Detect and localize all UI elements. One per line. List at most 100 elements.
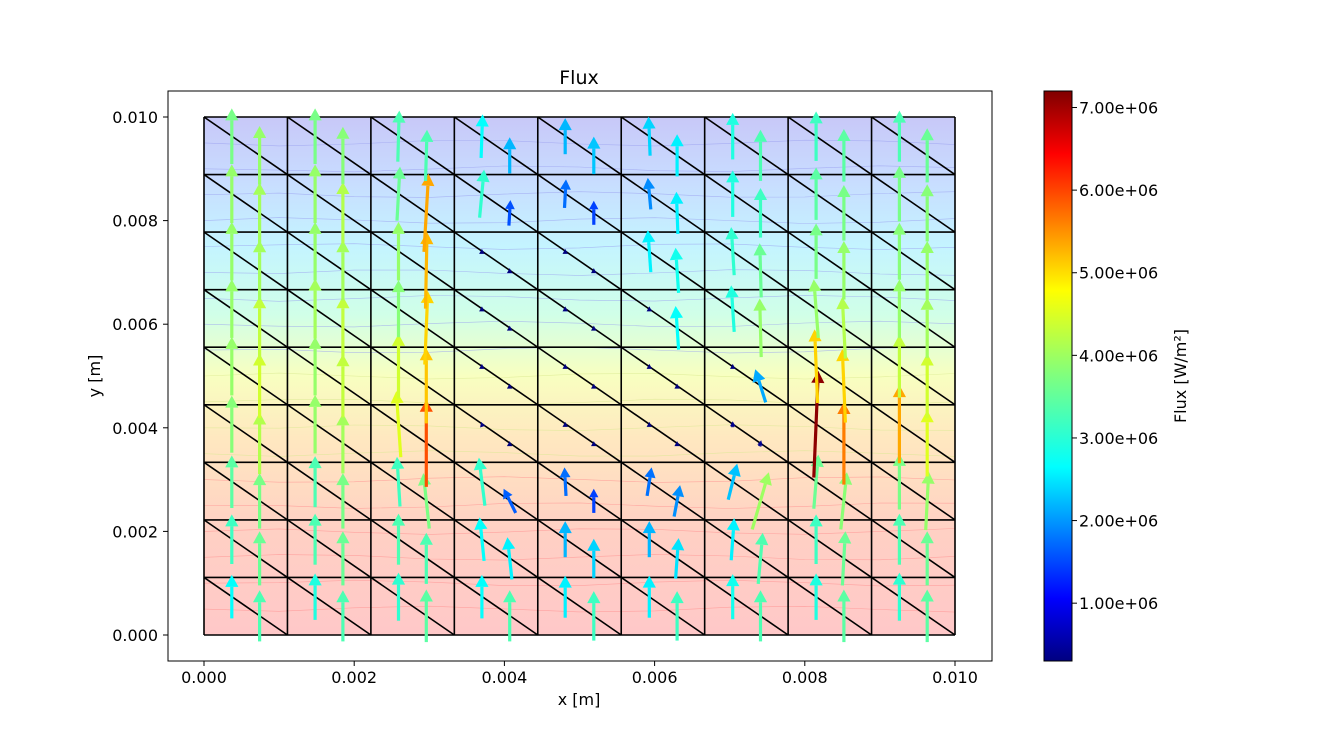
- arrow-head: [892, 572, 906, 585]
- arrow-shaft: [674, 317, 681, 350]
- arrow-head: [892, 222, 906, 235]
- flux-arrow: [809, 167, 823, 220]
- arrow-head: [809, 223, 823, 236]
- arrow-head: [725, 227, 739, 240]
- colorbar-tick-label: 5.00e+06: [1079, 264, 1158, 283]
- arrow-head: [587, 538, 601, 551]
- mesh-diagonal-edge: [453, 461, 539, 521]
- flux-arrow: [562, 363, 568, 369]
- arrow-head: [752, 369, 766, 383]
- mesh-diagonal-edge: [370, 346, 455, 406]
- flux-arrow: [809, 573, 823, 620]
- arrow-head: [644, 467, 656, 479]
- arrow-shaft: [395, 402, 403, 458]
- arrow-head: [506, 383, 513, 389]
- flux-arrow: [225, 221, 239, 281]
- mesh-diagonal-edge: [453, 231, 539, 291]
- flux-arrow: [753, 243, 767, 298]
- mesh-diagonal-edge: [787, 289, 873, 348]
- flux-arrow: [837, 129, 851, 182]
- arrow-head: [809, 514, 823, 527]
- flux-arrow: [836, 297, 850, 359]
- arrow-head: [669, 247, 683, 261]
- mesh-diagonal-edge: [620, 404, 706, 463]
- flux-arrow: [671, 538, 685, 579]
- mesh-diagonal-edge: [370, 116, 455, 176]
- arrow-head: [336, 182, 350, 194]
- arrow-head: [419, 589, 433, 602]
- flux-arrow: [809, 111, 823, 161]
- flux-arrow: [837, 241, 851, 300]
- mesh-diagonal-edge: [203, 404, 288, 463]
- arrow-head: [391, 280, 406, 293]
- mesh-diagonal-edge: [370, 173, 455, 233]
- y-axis-ticks: 0.000 0.002 0.004 0.006 0.008 0.010: [112, 108, 168, 645]
- mesh-diagonal-edge: [871, 289, 956, 348]
- mesh-diagonal-edge: [704, 461, 789, 521]
- mesh-diagonal-edge: [453, 404, 539, 463]
- mesh-diagonal-edge: [704, 289, 789, 348]
- arrow-head: [392, 166, 406, 179]
- mesh-diagonal-edge: [871, 173, 956, 233]
- arrow-head: [253, 353, 267, 366]
- arrow-shaft: [645, 477, 652, 497]
- contour-line: [203, 269, 956, 276]
- flux-arrow: [336, 531, 350, 586]
- arrow-shaft: [396, 122, 401, 162]
- arrow-head: [505, 200, 515, 210]
- arrow-head: [308, 164, 322, 177]
- arrow-head: [726, 170, 740, 183]
- arrow-head: [225, 108, 239, 121]
- flux-arrow: [591, 441, 597, 447]
- arrow-shaft: [756, 544, 764, 585]
- flux-arrow: [308, 513, 322, 565]
- mesh-diagonal-edge: [620, 173, 706, 233]
- flux-arrow: [308, 108, 322, 164]
- arrow-head: [558, 575, 572, 588]
- arrow-head: [419, 532, 433, 545]
- arrow-head: [253, 590, 267, 603]
- arrow-head: [559, 467, 571, 478]
- arrow-head: [589, 488, 599, 498]
- arrow-shaft: [395, 178, 401, 221]
- flux-arrow: [391, 280, 406, 338]
- arrow-head: [809, 573, 823, 586]
- flux-arrow: [726, 574, 740, 620]
- y-tick-label: 0.004: [112, 419, 158, 438]
- flux-arrow: [253, 296, 267, 360]
- arrow-head: [921, 471, 935, 484]
- flux-arrow: [892, 279, 906, 338]
- flux-arrow: [503, 590, 517, 642]
- flux-arrow: [808, 279, 822, 339]
- flux-arrow: [392, 166, 406, 221]
- arrow-shaft: [507, 208, 512, 226]
- flux-arrow: [642, 177, 655, 210]
- arrow-shaft: [674, 549, 680, 579]
- arrow-head: [892, 334, 906, 347]
- arrow-shaft: [839, 484, 848, 530]
- arrow-head: [479, 248, 485, 254]
- arrow-head: [336, 473, 350, 486]
- arrow-head: [837, 129, 851, 141]
- mesh-diagonal-edge: [453, 289, 539, 348]
- arrow-head: [225, 336, 239, 349]
- arrow-head: [253, 531, 267, 544]
- mesh-diagonal-edge: [704, 173, 789, 233]
- flux-arrow: [725, 227, 739, 276]
- arrow-head: [506, 268, 513, 274]
- flux-arrow: [336, 182, 350, 244]
- flux-arrow: [225, 108, 239, 164]
- arrow-shaft: [729, 529, 735, 561]
- colorbar-tick-label: 2.00e+06: [1079, 512, 1158, 531]
- flux-arrow: [750, 472, 772, 530]
- mesh-diagonal-edge: [453, 346, 539, 406]
- y-tick-label: 0.000: [112, 626, 158, 645]
- arrow-head: [503, 590, 517, 603]
- mesh-diagonal-edge: [871, 116, 956, 176]
- flux-arrow: [253, 240, 267, 301]
- mesh-diagonal-edge: [871, 576, 956, 636]
- arrow-head: [558, 118, 572, 131]
- arrow-head: [920, 241, 934, 253]
- arrow-shaft: [757, 380, 768, 403]
- arrow-head: [892, 165, 906, 178]
